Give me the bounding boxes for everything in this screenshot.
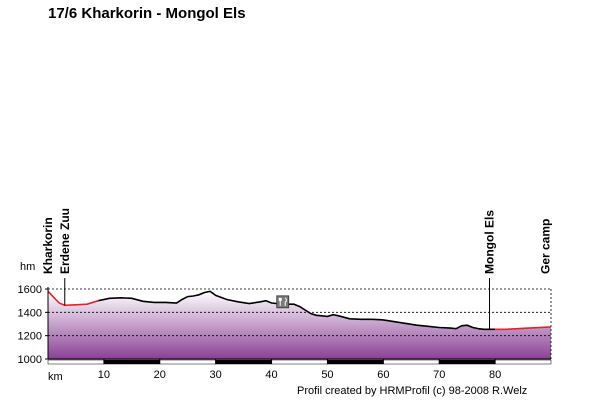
x-tick-label: 80 xyxy=(489,369,501,381)
km-scale-segment xyxy=(103,359,161,365)
y-tick-label: 1400 xyxy=(18,307,42,319)
profile-line xyxy=(98,290,496,331)
credit-line: Profil created by HRMProfil (c) 98-2008 … xyxy=(297,385,528,397)
km-scale-segment xyxy=(271,359,328,365)
x-tick-label: 40 xyxy=(265,369,277,381)
y-tick-label: 1200 xyxy=(18,331,42,343)
km-scale-segment xyxy=(215,359,272,365)
waypoint-label: Ger camp xyxy=(538,219,552,274)
y-tick-label: 1600 xyxy=(18,284,42,296)
y-axis-label: hm xyxy=(20,261,35,273)
profile-area xyxy=(48,291,551,359)
y-tick-label: 1000 xyxy=(18,354,42,366)
x-axis-label: km xyxy=(48,371,63,383)
km-scale-segment xyxy=(494,359,552,365)
waypoint-label: Erdene Zuu xyxy=(58,208,72,274)
km-scale-segment xyxy=(47,359,105,365)
km-scale-segment xyxy=(438,359,496,365)
waypoint-label: Mongol Els xyxy=(483,210,497,274)
page-title: 17/6 Kharkorin - Mongol Els xyxy=(48,5,246,22)
km-scale-segment xyxy=(327,359,384,365)
x-tick-label: 50 xyxy=(321,369,333,381)
restaurant-fork-knife-icon xyxy=(276,295,290,309)
km-scale-segment xyxy=(383,359,440,365)
x-tick-label: 70 xyxy=(433,369,445,381)
x-tick-label: 10 xyxy=(98,369,110,381)
x-tick-label: 30 xyxy=(210,369,222,381)
km-scale-segment xyxy=(159,359,216,365)
marker-frame xyxy=(276,295,290,309)
x-tick-label: 20 xyxy=(154,369,166,381)
marker-glyph xyxy=(278,297,287,306)
waypoint-label: Kharkorin xyxy=(41,217,55,274)
x-tick-label: 60 xyxy=(377,369,389,381)
profile-line-highlight xyxy=(495,326,552,331)
